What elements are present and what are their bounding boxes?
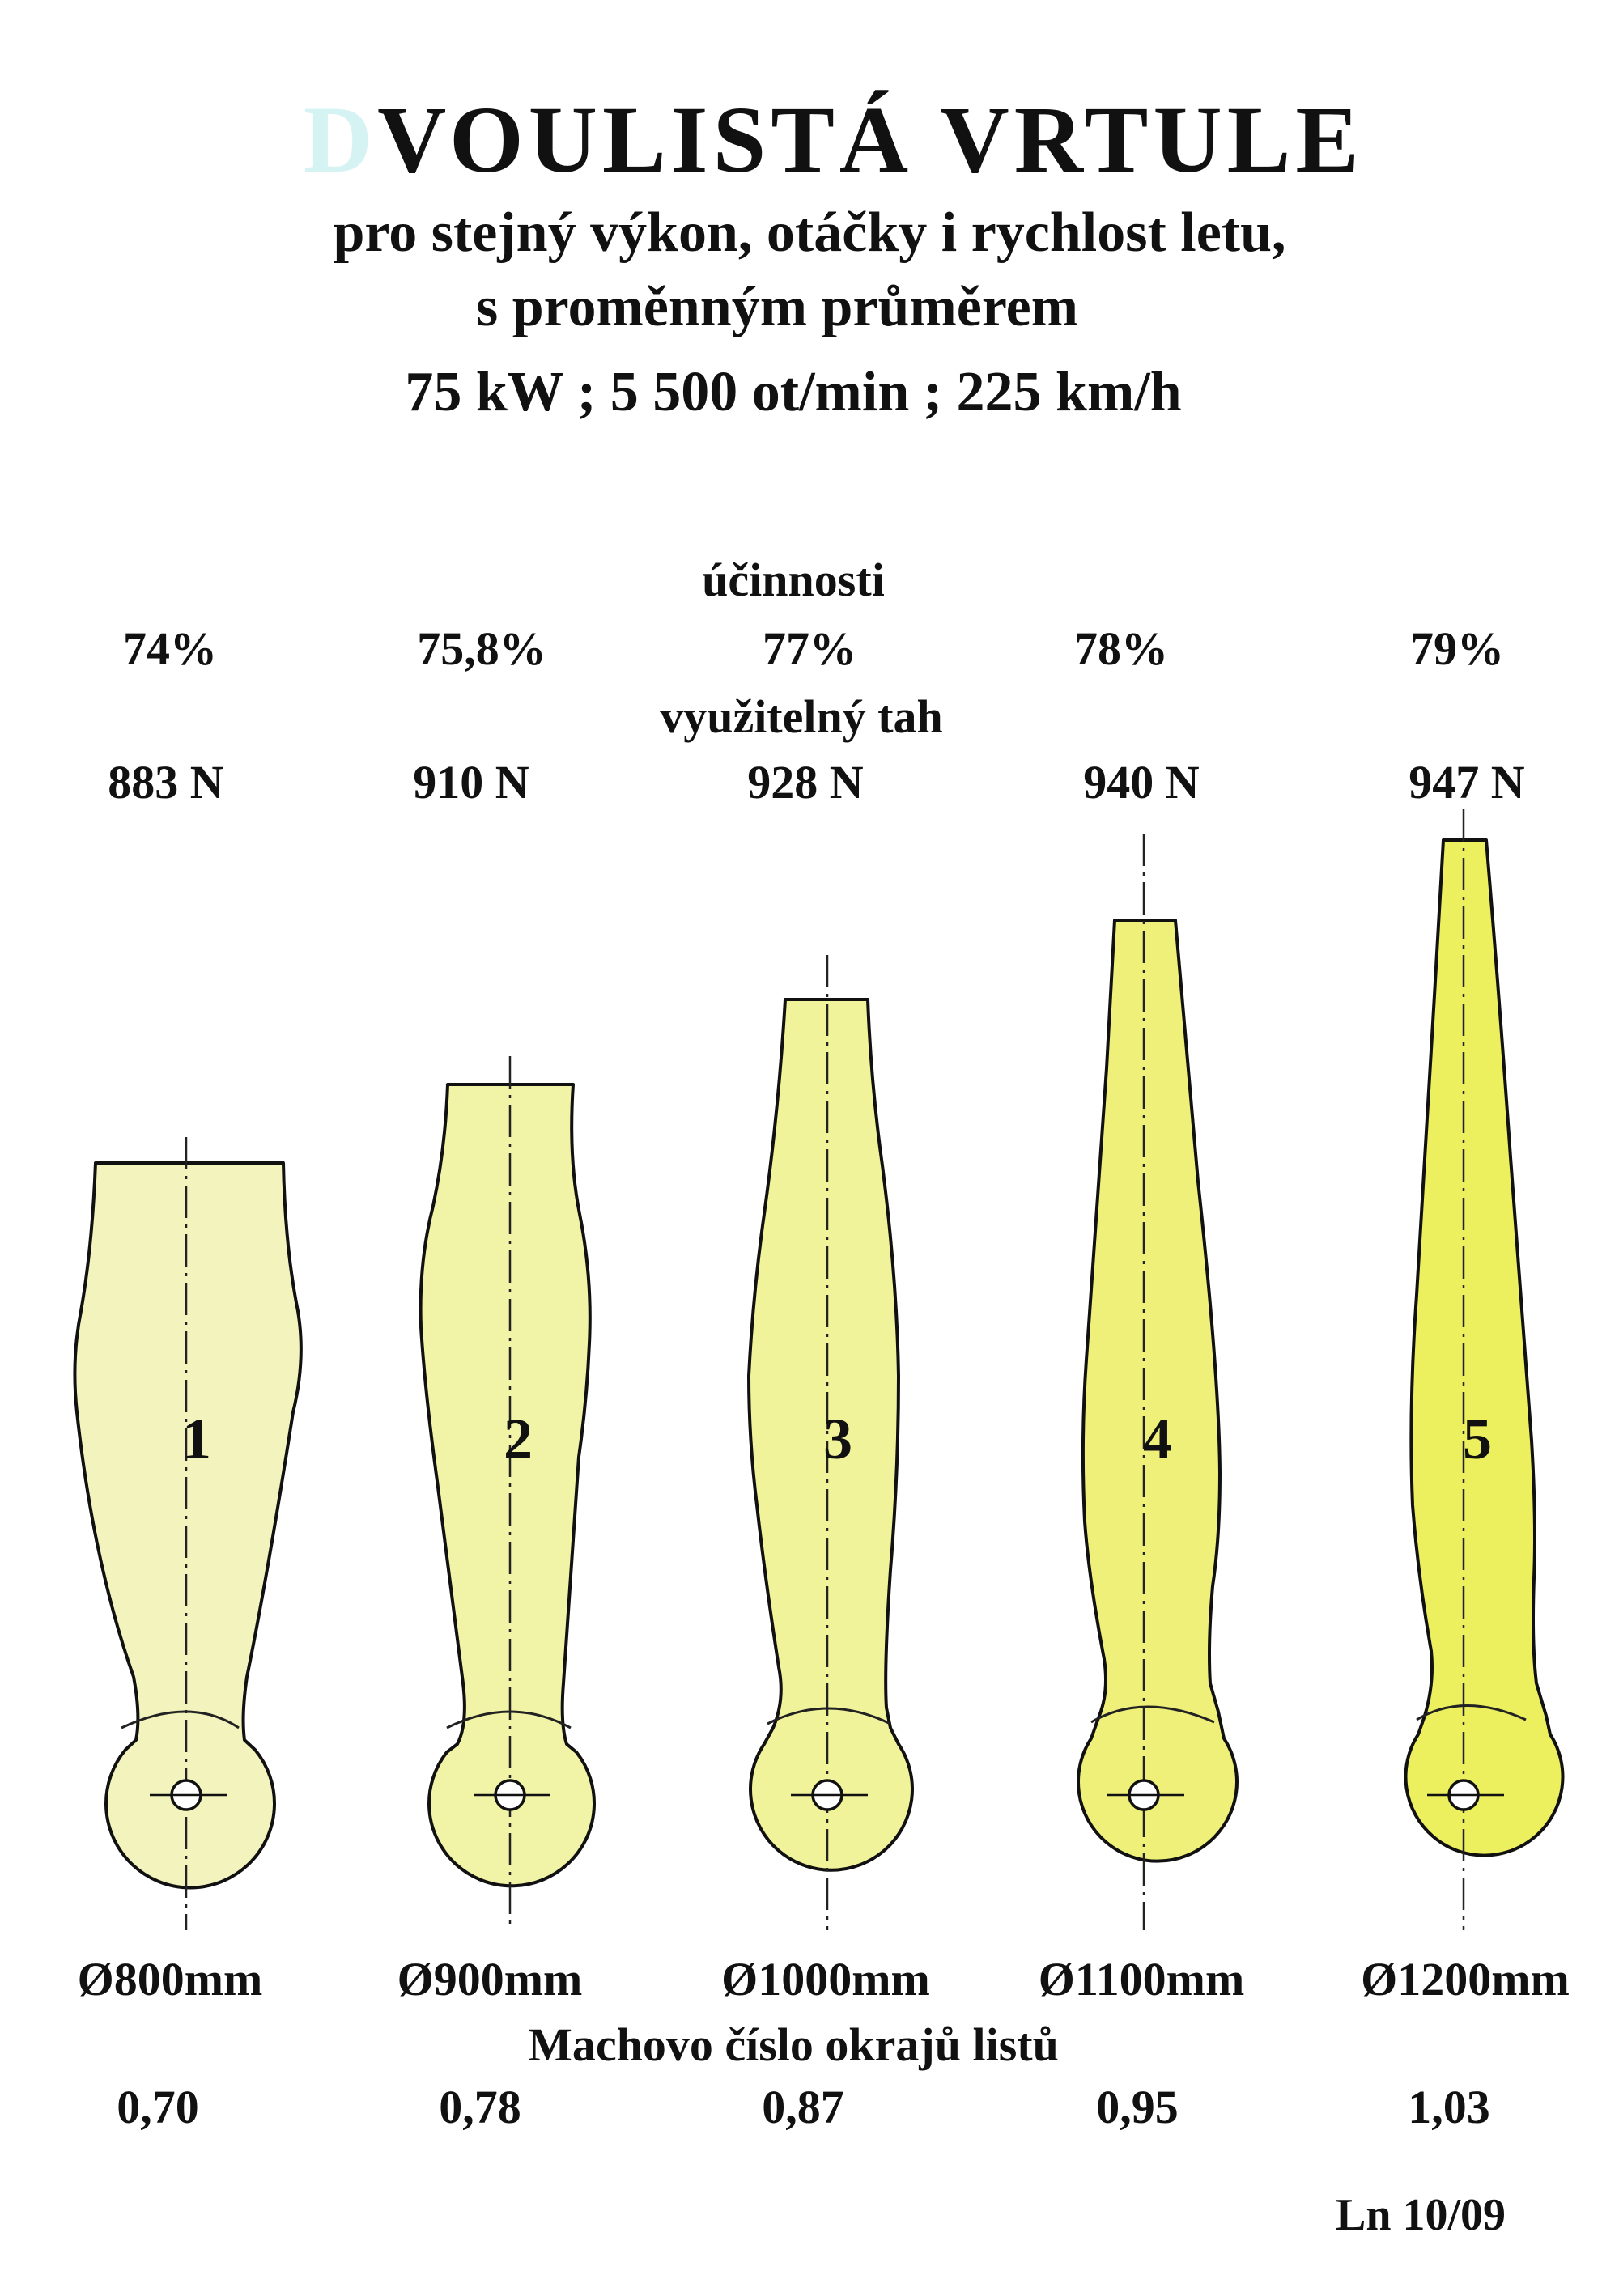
diameter-value: Ø900mm bbox=[397, 1953, 583, 2005]
diameter-value: Ø1000mm bbox=[721, 1953, 930, 2005]
mach-label: Machovo číslo okrajů listů bbox=[528, 2018, 1059, 2071]
blade-4 bbox=[1077, 919, 1239, 1863]
subtitle-line2: s proměnným průměrem bbox=[475, 276, 1079, 338]
thrust-label: využitelný tah bbox=[660, 690, 943, 743]
diameter-value: Ø1200mm bbox=[1361, 1953, 1570, 2005]
efficiency-value: 75,8% bbox=[417, 622, 546, 675]
root-arc bbox=[767, 1707, 891, 1725]
thrust-value: 928 N bbox=[747, 756, 864, 808]
blade-number: 3 bbox=[823, 1407, 852, 1471]
thrust-value: 883 N bbox=[108, 756, 224, 808]
diameter-value: Ø800mm bbox=[77, 1953, 263, 2005]
root-arc bbox=[446, 1710, 572, 1729]
mach-value: 0,70 bbox=[117, 2081, 199, 2133]
root-arc bbox=[1090, 1705, 1215, 1724]
blade-number: 5 bbox=[1463, 1407, 1492, 1471]
efficiency-value: 74% bbox=[123, 622, 217, 675]
title-initial: D bbox=[303, 87, 378, 193]
page-title: DVOULISTÁ VRTULE bbox=[304, 85, 1364, 195]
blade-number: 2 bbox=[504, 1407, 533, 1471]
efficiency-value: 79% bbox=[1410, 622, 1504, 675]
blade-number: 1 bbox=[182, 1407, 211, 1471]
thrust-value: 910 N bbox=[413, 756, 529, 808]
thrust-value: 940 N bbox=[1083, 756, 1200, 808]
credit-text: Ln 10/09 bbox=[1336, 2190, 1506, 2240]
blade-1 bbox=[73, 1161, 303, 1890]
root-arc bbox=[1416, 1704, 1527, 1721]
root-arc bbox=[121, 1710, 240, 1729]
efficiency-label: účinnosti bbox=[702, 554, 885, 606]
blade-2 bbox=[419, 1083, 596, 1888]
diameter-value: Ø1100mm bbox=[1038, 1953, 1245, 2005]
blade-3 bbox=[747, 998, 914, 1872]
mach-value: 1,03 bbox=[1408, 2081, 1490, 2133]
blade-number: 4 bbox=[1143, 1407, 1172, 1471]
title-rest: VOULISTÁ VRTULE bbox=[377, 87, 1365, 193]
specs-line: 75 kW ; 5 500 ot/min ; 225 km/h bbox=[405, 361, 1182, 423]
efficiency-value: 78% bbox=[1074, 622, 1168, 675]
subtitle-line1: pro stejný výkon, otáčky i rychlost letu… bbox=[333, 202, 1286, 264]
mach-value: 0,78 bbox=[439, 2081, 521, 2133]
mach-value: 0,87 bbox=[762, 2081, 844, 2133]
blade-5 bbox=[1404, 838, 1565, 1857]
efficiency-value: 77% bbox=[763, 622, 856, 675]
mach-value: 0,95 bbox=[1096, 2081, 1179, 2133]
thrust-value: 947 N bbox=[1409, 756, 1525, 808]
